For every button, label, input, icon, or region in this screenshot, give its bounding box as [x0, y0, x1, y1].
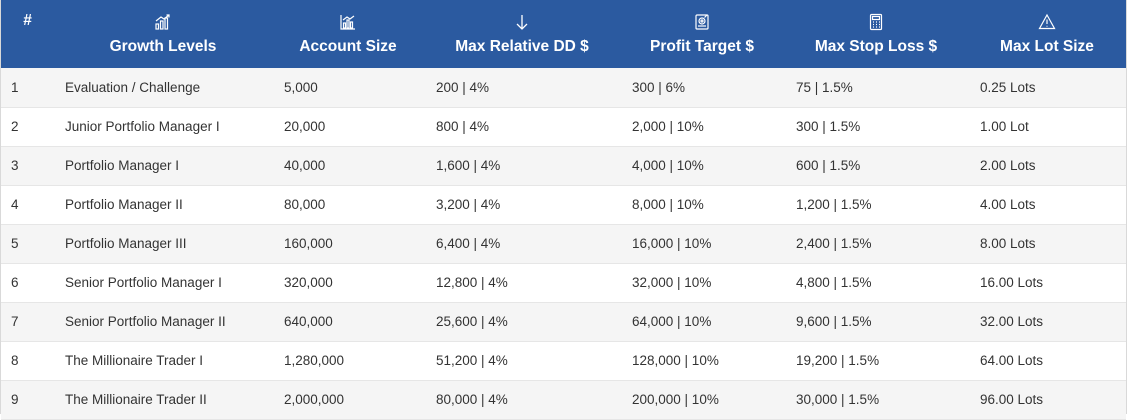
table-row: 6 Senior Portfolio Manager I 320,000 12,… [1, 263, 1126, 302]
cell-max-stop-loss: 300 | 1.5% [796, 119, 861, 134]
cell-max-lot-size: 2.00 Lots [980, 158, 1036, 173]
cell-account-size: 80,000 [284, 197, 326, 212]
cell-profit-target: 128,000 | 10% [632, 353, 719, 368]
cell-max-relative-dd: 12,800 | 4% [436, 275, 508, 290]
cell-profit-target: 32,000 | 10% [632, 275, 712, 290]
cell-growth-level: Portfolio Manager III [65, 236, 187, 251]
cell-max-stop-loss: 4,800 | 1.5% [796, 275, 872, 290]
cell-growth-level: Portfolio Manager II [65, 197, 183, 212]
cell-max-relative-dd: 25,600 | 4% [436, 314, 508, 329]
cell-growth-level: Evaluation / Challenge [65, 79, 201, 95]
cell-profit-target: 4,000 | 10% [632, 158, 704, 173]
header-max-lot-size: Max Lot Size [968, 0, 1126, 68]
cell-account-size: 5,000 [284, 79, 318, 95]
cell-profit-target: 64,000 | 10% [632, 314, 712, 329]
cell-account-size: 40,000 [284, 158, 326, 173]
cell-number: 7 [11, 314, 19, 329]
calculator-icon [784, 12, 968, 32]
cell-max-stop-loss: 19,200 | 1.5% [796, 353, 880, 368]
header-max-relative-dd: Max Relative DD $ [424, 0, 620, 68]
cell-max-lot-size: 0.25 Lots [980, 79, 1036, 95]
table-row: 1 Evaluation / Challenge 5,000 200 | 4% … [1, 68, 1126, 107]
cell-max-lot-size: 8.00 Lots [980, 236, 1036, 251]
table-row: 9 The Millionaire Trader II 2,000,000 80… [1, 380, 1126, 419]
cell-profit-target: 8,000 | 10% [632, 197, 704, 212]
cell-number: 6 [11, 275, 19, 290]
cell-max-relative-dd: 200 | 4% [436, 79, 490, 95]
cell-growth-level: Senior Portfolio Manager I [65, 275, 222, 290]
cell-account-size: 320,000 [284, 275, 333, 290]
cell-account-size: 20,000 [284, 119, 326, 134]
cell-max-lot-size: 96.00 Lots [980, 392, 1044, 407]
cell-max-stop-loss: 1,200 | 1.5% [796, 197, 872, 212]
cell-account-size: 1,280,000 [284, 353, 345, 368]
cell-number: 3 [11, 158, 19, 173]
cell-growth-level: Portfolio Manager I [65, 158, 180, 173]
cell-max-lot-size: 16.00 Lots [980, 275, 1044, 290]
cell-profit-target: 200,000 | 10% [632, 392, 719, 407]
cell-growth-level: Junior Portfolio Manager I [65, 119, 220, 134]
header-account-size: Account Size [272, 0, 424, 68]
cell-number: 5 [11, 236, 19, 251]
cell-profit-target: 300 | 6% [632, 79, 686, 95]
cell-account-size: 2,000,000 [284, 392, 345, 407]
growth-chart-icon [54, 12, 272, 32]
cell-max-relative-dd: 1,600 | 4% [436, 158, 501, 173]
table-row: 3 Portfolio Manager I 40,000 1,600 | 4% … [1, 146, 1126, 185]
cell-max-relative-dd: 51,200 | 4% [436, 353, 508, 368]
cell-account-size: 160,000 [284, 236, 333, 251]
table-row: 8 The Millionaire Trader I 1,280,000 51,… [1, 341, 1126, 380]
cell-max-lot-size: 32.00 Lots [980, 314, 1044, 329]
cell-max-stop-loss: 600 | 1.5% [796, 158, 861, 173]
cell-max-relative-dd: 3,200 | 4% [436, 197, 501, 212]
cell-number: 9 [11, 392, 19, 407]
cell-growth-level: The Millionaire Trader I [65, 353, 204, 368]
cell-max-relative-dd: 800 | 4% [436, 119, 490, 134]
bar-chart-icon [272, 12, 424, 32]
cell-number: 1 [11, 79, 19, 95]
cell-max-stop-loss: 30,000 | 1.5% [796, 392, 880, 407]
arrow-down-icon [424, 12, 620, 32]
header-profit-target: Profit Target $ [620, 0, 784, 68]
header-growth-levels: Growth Levels [54, 0, 272, 68]
cell-number: 8 [11, 353, 19, 368]
table-row: 5 Portfolio Manager III 160,000 6,400 | … [1, 224, 1126, 263]
target-document-icon [620, 12, 784, 32]
cell-max-stop-loss: 2,400 | 1.5% [796, 236, 872, 251]
cell-max-stop-loss: 9,600 | 1.5% [796, 314, 872, 329]
table-header-row: # Growth Levels [1, 0, 1126, 68]
header-max-stop-loss: Max Stop Loss $ [784, 0, 968, 68]
cell-max-stop-loss: 75 | 1.5% [796, 79, 853, 95]
cell-max-lot-size: 64.00 Lots [980, 353, 1044, 368]
cell-growth-level: The Millionaire Trader II [65, 392, 207, 407]
cell-number: 4 [11, 197, 19, 212]
table-row: 4 Portfolio Manager II 80,000 3,200 | 4%… [1, 185, 1126, 224]
table-row: 7 Senior Portfolio Manager II 640,000 25… [1, 302, 1126, 341]
cell-profit-target: 2,000 | 10% [632, 119, 704, 134]
cell-number: 2 [11, 119, 19, 134]
header-number: # [23, 12, 32, 29]
cell-max-lot-size: 4.00 Lots [980, 197, 1036, 212]
warning-icon [968, 12, 1126, 32]
table-row: 2 Junior Portfolio Manager I 20,000 800 … [1, 107, 1126, 146]
cell-profit-target: 16,000 | 10% [632, 236, 712, 251]
cell-max-lot-size: 1.00 Lot [980, 119, 1029, 134]
cell-growth-level: Senior Portfolio Manager II [65, 314, 226, 329]
cell-account-size: 640,000 [284, 314, 333, 329]
cell-max-relative-dd: 6,400 | 4% [436, 236, 501, 251]
cell-max-relative-dd: 80,000 | 4% [436, 392, 508, 407]
